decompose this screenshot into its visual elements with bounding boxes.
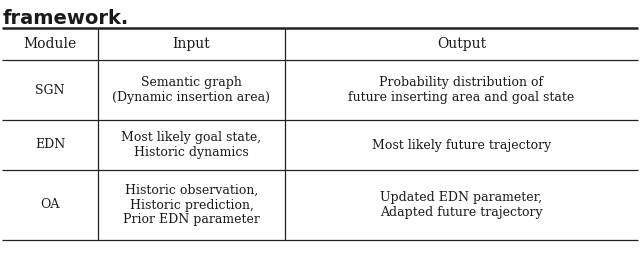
Text: Semantic graph
(Dynamic insertion area): Semantic graph (Dynamic insertion area) [113,76,271,104]
Text: Updated EDN parameter,
Adapted future trajectory: Updated EDN parameter, Adapted future tr… [380,191,543,219]
Text: Module: Module [24,37,77,51]
Text: SGN: SGN [35,84,65,97]
Text: OA: OA [40,199,60,212]
Text: Most likely goal state,
Historic dynamics: Most likely goal state, Historic dynamic… [122,131,262,159]
Text: Probability distribution of
future inserting area and goal state: Probability distribution of future inser… [348,76,575,104]
Text: Most likely future trajectory: Most likely future trajectory [372,138,551,152]
Text: Input: Input [173,37,211,51]
Text: Historic observation,
Historic prediction,
Prior EDN parameter: Historic observation, Historic predictio… [123,184,260,227]
Text: EDN: EDN [35,138,65,152]
Text: Output: Output [437,37,486,51]
Text: framework.: framework. [3,8,129,27]
